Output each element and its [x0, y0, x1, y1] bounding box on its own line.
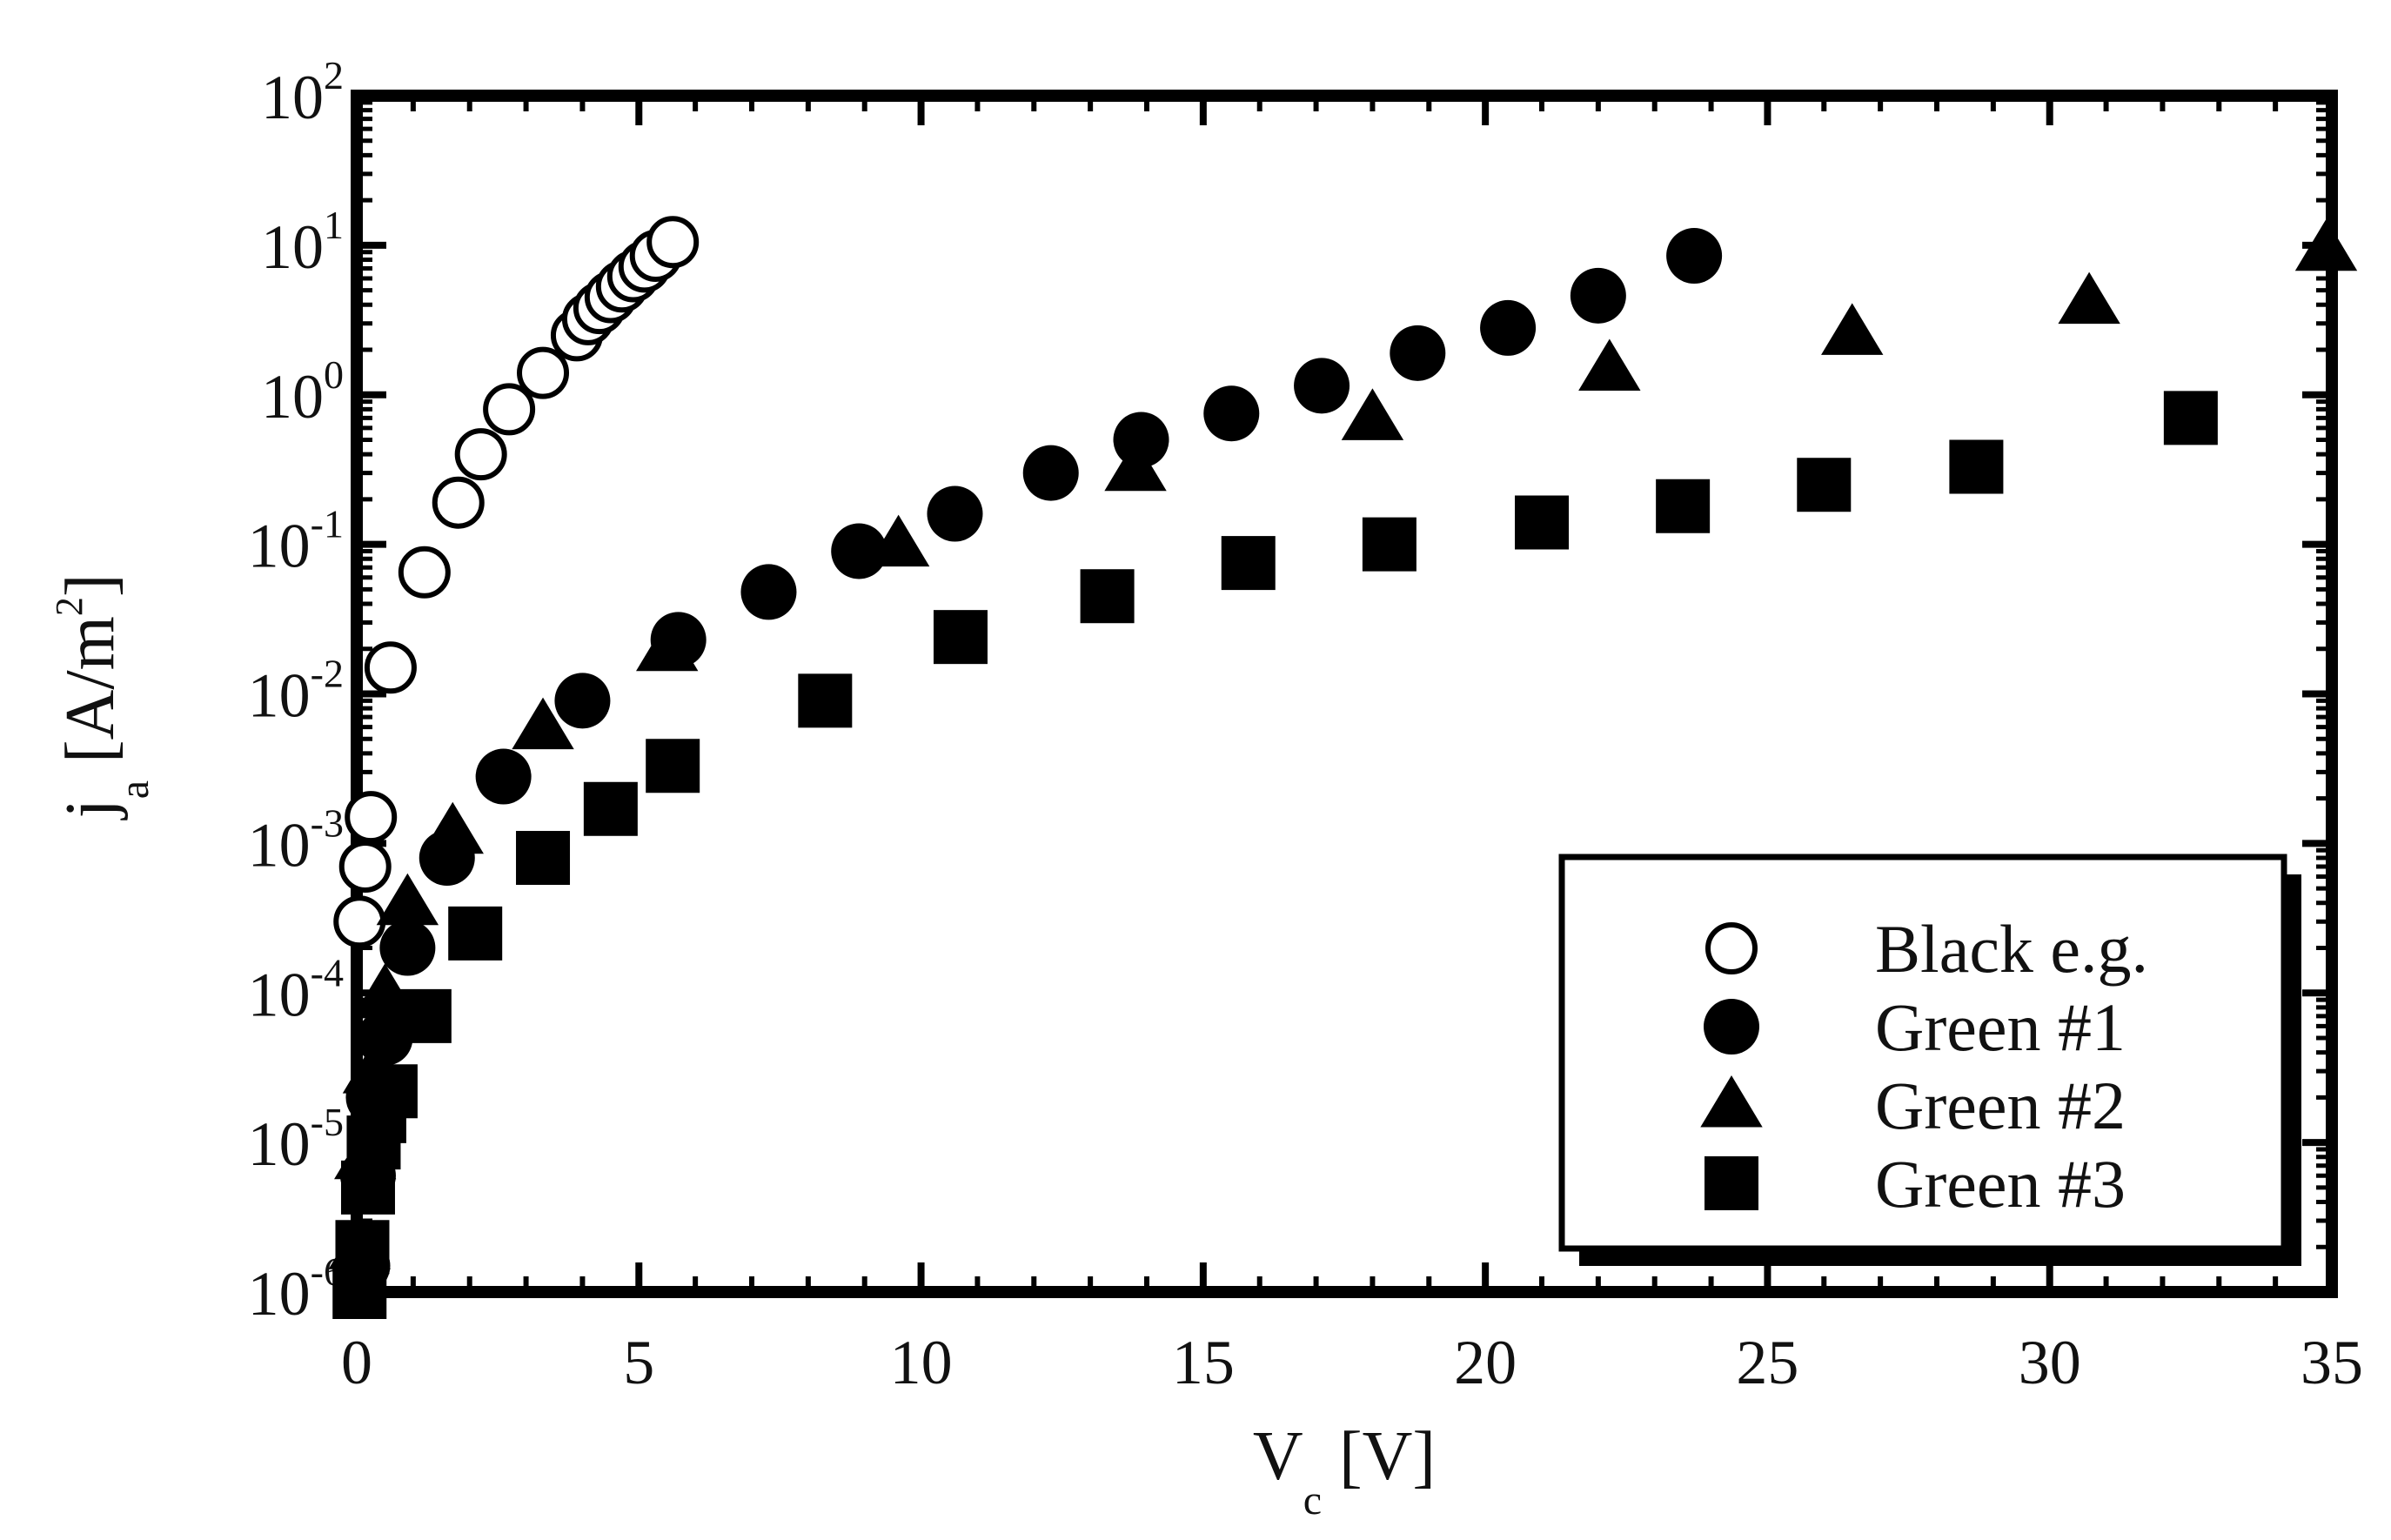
x-tick-label: 30: [2019, 1328, 2081, 1397]
marker-green-2: [512, 697, 574, 750]
marker-green-2: [1104, 439, 1167, 492]
marker-green-3: [335, 1220, 390, 1275]
x-tick-label: 5: [623, 1328, 654, 1397]
x-tick-label: 25: [1736, 1328, 1798, 1397]
marker-black-eg: [398, 546, 451, 599]
legend-label: Green #2: [1875, 1068, 2126, 1143]
marker-green-3: [332, 1265, 387, 1319]
x-axis-label: Vc [V]: [1253, 1418, 1436, 1523]
marker-green-3: [1949, 439, 2004, 494]
y-tick-label: 10-3: [248, 800, 344, 880]
y-tick-label: 10-4: [248, 950, 344, 1029]
marker-green-2: [1578, 338, 1641, 391]
marker-green-3: [1656, 479, 1711, 533]
data-markers: [328, 216, 2358, 1319]
y-axis-label: ja [A/m2]: [48, 573, 157, 820]
marker-green-2: [1821, 303, 1884, 355]
marker-green-1: [1570, 267, 1626, 324]
marker-black-eg: [1705, 922, 1758, 974]
y-tick-label: 10-5: [248, 1100, 344, 1179]
x-tick-label: 35: [2301, 1328, 2363, 1397]
marker-green-3: [2163, 391, 2218, 445]
marker-green-1: [1666, 228, 1723, 285]
marker-green-1: [379, 920, 436, 976]
marker-black-eg: [517, 346, 570, 399]
marker-green-2: [2294, 218, 2358, 271]
marker-black-eg: [646, 216, 700, 269]
marker-green-2: [1700, 1075, 1763, 1128]
marker-green-3: [1705, 1156, 1758, 1210]
marker-green-2: [376, 873, 439, 926]
marker-green-3: [933, 610, 988, 665]
marker-green-3: [397, 988, 452, 1043]
marker-green-3: [1362, 517, 1417, 572]
x-tick-label: 10: [890, 1328, 953, 1397]
marker-black-eg: [454, 428, 507, 481]
marker-green-3: [448, 906, 503, 961]
y-tick-label: 102: [261, 53, 344, 132]
marker-green-3: [583, 781, 638, 836]
marker-green-3: [363, 1064, 418, 1119]
marker-green-1: [740, 564, 797, 620]
marker-black-eg: [364, 641, 417, 694]
legend-label: Black e.g.: [1875, 911, 2148, 987]
y-tick-label: 100: [261, 352, 344, 432]
marker-green-3: [340, 1160, 395, 1215]
marker-green-3: [1515, 495, 1569, 550]
marker-green-2: [636, 619, 699, 672]
marker-green-3: [1797, 458, 1852, 512]
marker-green-3: [798, 673, 853, 728]
y-tick-label: 10-2: [248, 652, 344, 731]
marker-green-1: [475, 748, 532, 805]
marker-green-2: [867, 514, 930, 567]
marker-green-2: [1341, 388, 1404, 440]
marker-green-1: [1203, 385, 1260, 442]
legend-box: [1558, 854, 2287, 1252]
marker-green-1: [1022, 445, 1079, 501]
y-tick-label: 10-6: [248, 1249, 344, 1329]
legend-label: Green #3: [1875, 1146, 2126, 1222]
marker-green-3: [516, 831, 571, 886]
marker-green-1: [1704, 999, 1759, 1055]
x-tick-label: 20: [1454, 1328, 1517, 1397]
legend-label: Green #1: [1875, 989, 2126, 1065]
marker-green-2: [421, 801, 484, 854]
marker-black-eg: [333, 895, 386, 948]
x-tick-labels: 0 5 10 15 20 25 30 35: [341, 1328, 2363, 1397]
marker-green-1: [1294, 358, 1350, 414]
marker-green-3: [1221, 536, 1276, 591]
marker-green-3: [646, 739, 700, 793]
y-tick-label: 10-1: [248, 502, 344, 581]
y-tick-label: 101: [261, 203, 344, 282]
marker-green-3: [1080, 569, 1135, 624]
marker-black-eg: [432, 476, 485, 529]
y-tick-labels: 102 101 100 10-1 10-2 10-3 10-4 10-5 10-6: [248, 53, 344, 1329]
marker-green-2: [2058, 271, 2120, 325]
x-tick-label: 15: [1172, 1328, 1235, 1397]
marker-green-1: [1480, 299, 1537, 356]
marker-black-eg: [345, 791, 398, 844]
series-green-3: [332, 391, 2218, 1319]
marker-black-eg: [483, 383, 536, 436]
x-tick-label: 0: [341, 1328, 372, 1397]
marker-green-1: [554, 673, 611, 729]
marker-green-1: [1390, 325, 1446, 381]
marker-black-eg: [338, 840, 392, 893]
marker-green-1: [927, 485, 983, 542]
